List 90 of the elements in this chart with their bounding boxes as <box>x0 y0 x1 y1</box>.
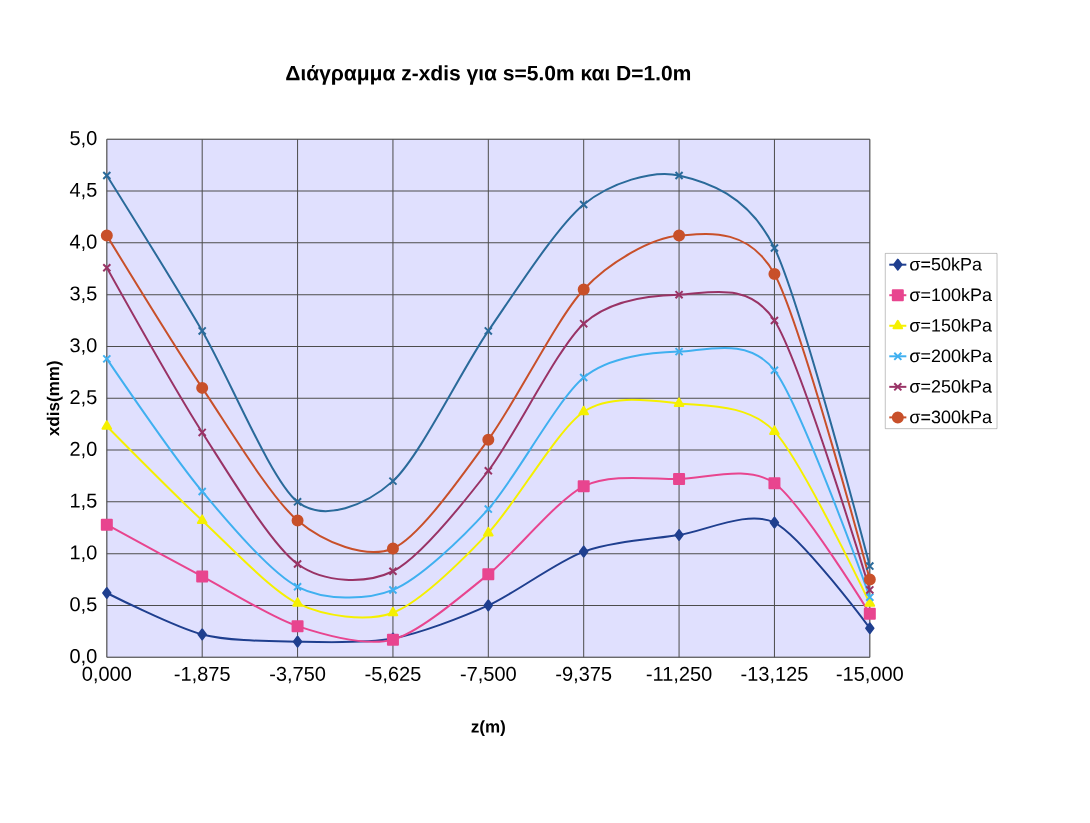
point <box>291 620 304 633</box>
x-tick-label: -1,875 <box>174 666 230 684</box>
point <box>196 570 209 583</box>
point <box>197 427 207 437</box>
point <box>197 486 207 497</box>
y-tick-label: 1,5 <box>71 493 97 510</box>
x-tick-label: -15,000 <box>836 666 903 684</box>
point <box>292 597 303 607</box>
point <box>674 347 684 357</box>
point <box>865 622 875 635</box>
x-tick-label: -9,375 <box>556 666 612 684</box>
point <box>197 628 207 641</box>
point <box>482 526 494 537</box>
point <box>864 597 876 607</box>
point <box>102 170 112 181</box>
point <box>769 425 780 435</box>
point <box>291 514 304 527</box>
point <box>388 476 398 486</box>
point <box>101 420 113 430</box>
point <box>482 433 495 446</box>
point <box>577 480 590 493</box>
point <box>483 466 493 476</box>
point <box>483 326 493 336</box>
point <box>293 497 303 507</box>
x-tick-label: -5,625 <box>365 666 421 684</box>
point <box>579 319 589 329</box>
point <box>769 243 779 253</box>
point <box>102 587 112 600</box>
point <box>293 559 303 569</box>
y-tick-label: 0,0 <box>70 648 97 666</box>
y-tick-label: 4,5 <box>69 182 97 200</box>
point <box>482 568 495 581</box>
x-tick-label: -11,250 <box>646 666 712 684</box>
point <box>387 606 399 617</box>
x-tick-label: -3,750 <box>270 666 326 684</box>
y-tick-label: 0,5 <box>70 597 97 614</box>
y-tick-label: 2,0 <box>70 441 97 459</box>
point <box>196 381 209 394</box>
y-tick-label: 5,0 <box>70 130 97 148</box>
legend-label: σ=50kPa <box>910 257 982 271</box>
x-tick-label: -7,500 <box>460 666 516 684</box>
y-tick-label: 3,5 <box>70 286 97 303</box>
legend-label: σ=200kPa <box>910 349 992 363</box>
point <box>578 545 589 558</box>
chart-title: Διάγραμμα z-xdis για s=5.0m και D=1.0m <box>286 64 691 85</box>
point <box>673 229 686 242</box>
point <box>197 326 207 336</box>
point <box>102 354 112 364</box>
point <box>673 473 686 486</box>
point <box>293 582 303 592</box>
point <box>483 504 493 514</box>
point <box>100 518 113 531</box>
point <box>102 263 112 273</box>
point <box>578 405 590 416</box>
point <box>769 316 779 326</box>
point <box>386 542 399 555</box>
legend-label: σ=150kPa <box>910 318 992 332</box>
point <box>674 528 684 541</box>
point <box>577 283 590 296</box>
x-tick-label: 0,000 <box>82 666 132 684</box>
legend-label: σ=250kPa <box>910 379 992 393</box>
point <box>865 585 875 595</box>
point <box>768 477 781 490</box>
point <box>865 592 875 602</box>
point <box>100 229 113 242</box>
point <box>769 516 780 529</box>
legend-label: σ=300kPa <box>910 410 992 424</box>
y-tick-label: 4,0 <box>69 234 97 252</box>
x-axis-title: z(m) <box>471 720 505 737</box>
point <box>388 585 398 595</box>
x-tick-label: -13,125 <box>741 666 808 684</box>
point <box>674 170 684 181</box>
point <box>579 199 589 210</box>
point <box>196 514 208 524</box>
legend-label: σ=100kPa <box>910 287 992 302</box>
point <box>863 573 876 586</box>
y-tick-label: 2,5 <box>70 389 97 407</box>
point <box>673 397 685 407</box>
point <box>579 372 589 383</box>
point <box>388 566 398 576</box>
point <box>863 607 876 620</box>
point <box>865 561 875 571</box>
point <box>769 365 779 375</box>
y-tick-label: 1,0 <box>71 545 97 562</box>
y-axis-title: xdis(mm) <box>46 361 63 436</box>
point <box>768 267 781 280</box>
point <box>292 635 303 648</box>
point <box>483 599 494 612</box>
point <box>674 290 684 300</box>
y-tick-label: 3,0 <box>70 338 97 355</box>
